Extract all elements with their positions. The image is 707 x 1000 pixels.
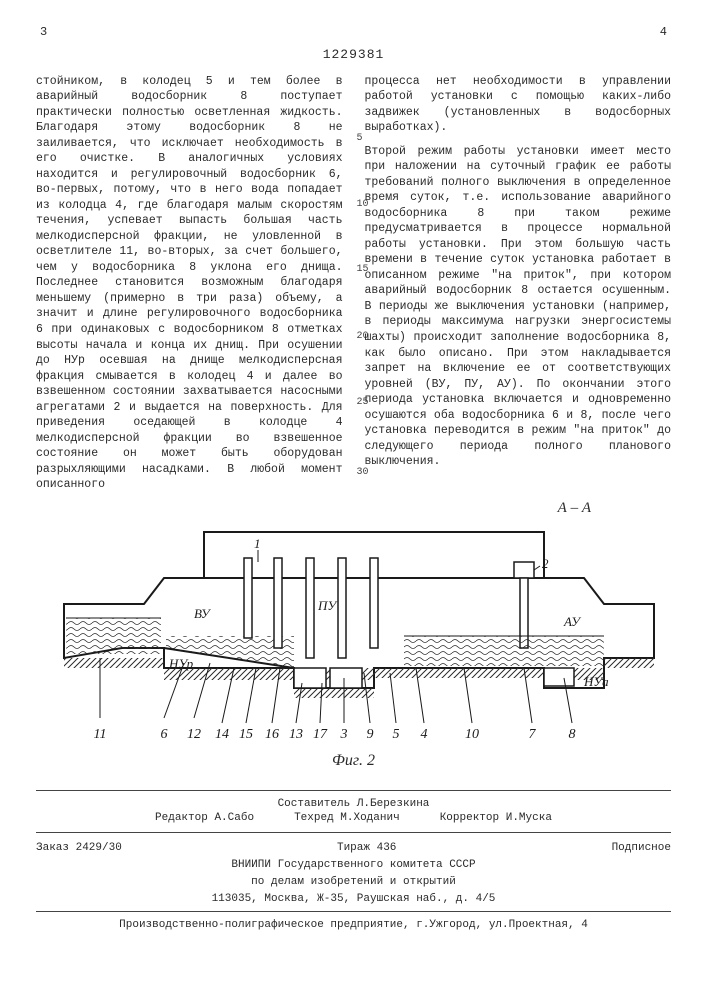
registration-block: Заказ 2429/30 Тираж 436 Подписное ВНИИПИ… [36,837,671,911]
callout-12: 12 [187,727,201,742]
page: 3 4 1229381 стойником, в колодец 5 и тем… [0,0,707,1000]
callout-15: 15 [239,727,253,742]
editor: Редактор А.Сабо [155,811,254,826]
callout-17: 17 [313,727,328,742]
document-number: 1229381 [36,46,671,64]
printer-line: Производственно-полиграфическое предприя… [36,918,671,933]
callout-16: 16 [265,727,279,742]
tirazh: Тираж 436 [337,841,396,856]
column-left: стойником, в колодец 5 и тем более в ава… [36,74,343,484]
line-mark: 5 [357,132,363,146]
corrector: Корректор И.Муска [440,811,552,826]
label-HYp: НУр [168,656,194,671]
techred: Техред М.Ходанич [294,811,400,826]
callout-11: 11 [93,727,106,742]
order-number: Заказ 2429/30 [36,841,122,856]
callout-3: 3 [339,727,347,742]
label-AY: АУ [563,614,582,629]
callout-14: 14 [215,727,229,742]
callout-13: 13 [289,727,303,742]
callout-5: 5 [392,727,399,742]
callout-10: 10 [465,727,479,742]
callout-9: 9 [366,727,373,742]
label-HYa: НУа [583,674,609,689]
callout-6: 6 [160,727,167,742]
text-columns: стойником, в колодец 5 и тем более в ава… [36,74,671,484]
left-paragraph: стойником, в колодец 5 и тем более в ава… [36,74,343,493]
figure: А – А [36,498,671,772]
org-line-1: ВНИИПИ Государственного комитета СССР [36,858,671,873]
column-right: процесса нет необходимости в управлении … [365,74,672,484]
page-number-row: 3 4 [36,24,671,46]
label-PY: ПУ [317,598,338,613]
callout-4: 4 [420,727,427,742]
label-VY: ВУ [194,606,212,621]
callout-8: 8 [568,727,575,742]
right-paragraph-1: процесса нет необходимости в управлении … [365,74,672,136]
org-address: 113035, Москва, Ж-35, Раушская наб., д. … [36,892,671,907]
compiler: Составитель Л.Березкина [278,797,430,812]
label-2: 2 [542,556,549,571]
callout-7: 7 [528,727,536,742]
figure-svg: ВУ ПУ АУ НУр НУа 1 2 [44,518,664,748]
credits-block: Составитель Л.Березкина Редактор А.Сабо … [36,790,671,834]
org-line-2: по делам изобретений и открытий [36,875,671,890]
right-paragraph-2: Второй режим работы установки имеет мест… [365,144,672,470]
podpisnoe: Подписное [612,841,671,856]
page-num-left: 3 [40,24,47,40]
page-num-right: 4 [660,24,667,40]
label-1: 1 [254,536,261,551]
section-label: А – А [36,498,671,518]
figure-caption: Фиг. 2 [36,750,671,772]
